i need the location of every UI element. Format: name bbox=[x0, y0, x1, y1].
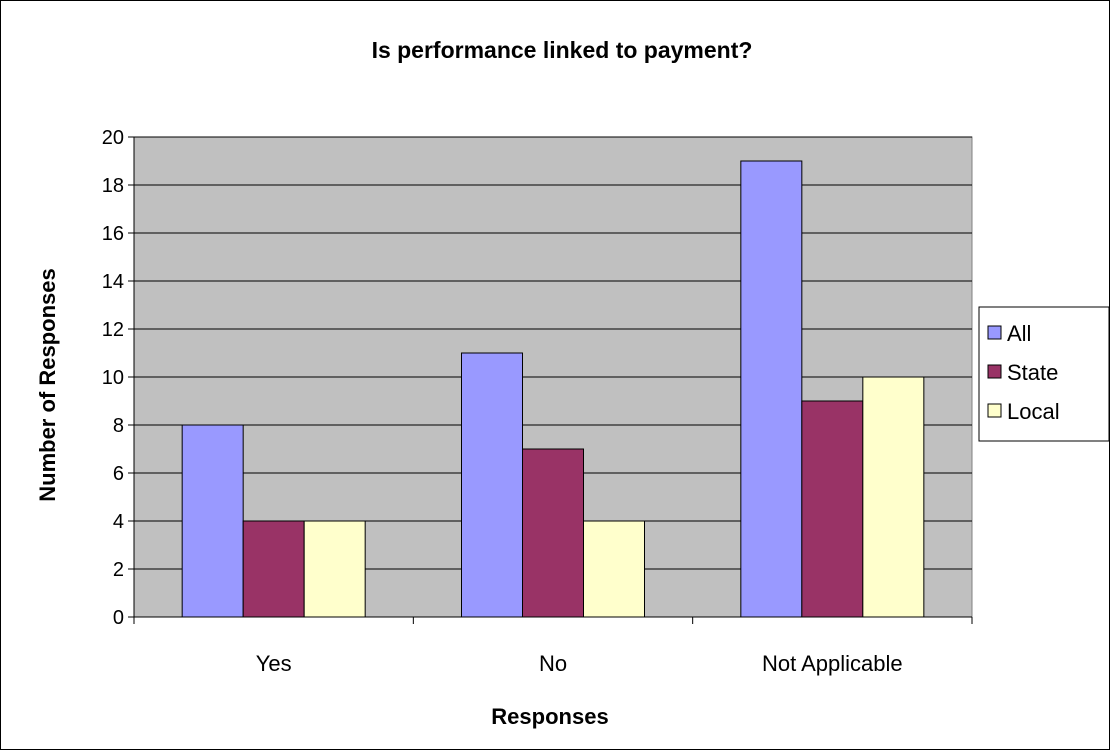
bar-all-not-applicable bbox=[740, 160, 803, 618]
bar-state-no bbox=[522, 448, 584, 618]
legend-label: Local bbox=[1007, 399, 1060, 424]
x-category-label: No bbox=[539, 651, 567, 676]
y-tick-label: 12 bbox=[102, 319, 124, 341]
y-tick-label: 10 bbox=[102, 367, 124, 389]
legend-swatch bbox=[987, 403, 1002, 418]
chart-title: Is performance linked to payment? bbox=[372, 37, 753, 63]
bar-all-yes bbox=[181, 424, 244, 618]
x-axis-title: Responses bbox=[491, 704, 608, 729]
legend-label: State bbox=[1007, 360, 1058, 385]
y-tick-label: 14 bbox=[102, 271, 124, 293]
y-tick-label: 20 bbox=[102, 127, 124, 149]
y-tick-label: 4 bbox=[113, 511, 124, 533]
x-category-label: Not Applicable bbox=[762, 651, 903, 676]
bar-local-no bbox=[583, 520, 645, 618]
x-category-label: Yes bbox=[256, 651, 292, 676]
bar-state-not-applicable bbox=[801, 400, 864, 618]
axes bbox=[128, 136, 973, 624]
bar-state-yes bbox=[242, 520, 305, 618]
y-tick-label: 6 bbox=[113, 463, 124, 485]
legend-label: All bbox=[1007, 321, 1031, 346]
y-tick-label: 16 bbox=[102, 223, 124, 245]
bar-local-yes bbox=[303, 520, 366, 618]
y-tick-label: 0 bbox=[113, 607, 124, 629]
x-category-labels: Yes No Not Applicable bbox=[256, 651, 903, 676]
y-tick-label: 18 bbox=[102, 175, 124, 197]
legend-swatch bbox=[987, 364, 1002, 379]
y-tick-label: 8 bbox=[113, 415, 124, 437]
bar-all-no bbox=[461, 352, 523, 618]
legend: All State Local bbox=[978, 306, 1110, 442]
y-tick-label: 2 bbox=[113, 559, 124, 581]
y-axis-title: Number of Responses bbox=[35, 268, 60, 502]
bar-local-not-applicable bbox=[862, 376, 925, 618]
legend-swatch bbox=[987, 325, 1002, 340]
y-tick-labels: 0 2 4 6 8 10 12 14 16 18 20 bbox=[102, 127, 124, 629]
